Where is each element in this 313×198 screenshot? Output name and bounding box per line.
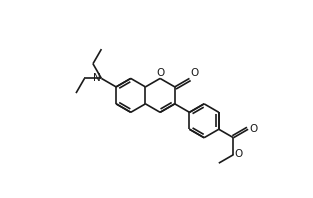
Text: O: O — [234, 149, 243, 159]
Text: O: O — [156, 68, 164, 78]
Text: O: O — [190, 68, 198, 78]
Text: N: N — [93, 73, 101, 83]
Text: O: O — [249, 124, 257, 134]
